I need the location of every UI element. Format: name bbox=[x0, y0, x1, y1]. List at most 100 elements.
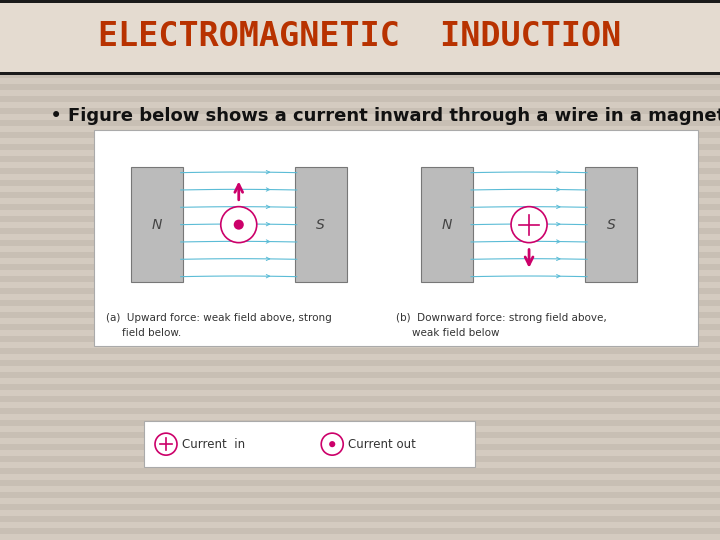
Bar bbox=[0, 330, 720, 336]
Bar bbox=[0, 90, 720, 96]
Text: (a)  Upward force: weak field above, strong: (a) Upward force: weak field above, stro… bbox=[106, 313, 331, 322]
Bar bbox=[0, 228, 720, 234]
Bar bbox=[0, 210, 720, 216]
Text: field below.: field below. bbox=[122, 328, 181, 338]
Text: N: N bbox=[442, 218, 452, 232]
Bar bbox=[0, 48, 720, 54]
Bar bbox=[0, 432, 720, 438]
Bar bbox=[0, 108, 720, 114]
Bar bbox=[0, 18, 720, 24]
Bar bbox=[0, 162, 720, 168]
Bar bbox=[0, 24, 720, 30]
Bar bbox=[0, 72, 720, 75]
Bar bbox=[131, 167, 183, 282]
Bar bbox=[0, 0, 720, 72]
Bar bbox=[0, 300, 720, 306]
Circle shape bbox=[234, 220, 244, 229]
Bar bbox=[0, 126, 720, 132]
Bar bbox=[0, 168, 720, 174]
Bar bbox=[0, 372, 720, 378]
Bar bbox=[585, 167, 637, 282]
Bar bbox=[0, 318, 720, 324]
Bar bbox=[0, 114, 720, 120]
Text: N: N bbox=[152, 218, 162, 232]
Bar bbox=[0, 150, 720, 156]
Bar bbox=[144, 421, 475, 467]
Text: ELECTROMAGNETIC  INDUCTION: ELECTROMAGNETIC INDUCTION bbox=[99, 19, 621, 52]
Bar bbox=[0, 240, 720, 246]
Bar bbox=[0, 378, 720, 384]
Bar bbox=[0, 420, 720, 426]
Bar bbox=[0, 120, 720, 126]
Bar bbox=[0, 348, 720, 354]
Bar bbox=[94, 130, 698, 346]
Bar bbox=[0, 402, 720, 408]
Bar bbox=[0, 0, 720, 3]
Bar bbox=[0, 324, 720, 330]
Circle shape bbox=[221, 207, 257, 242]
Bar bbox=[0, 60, 720, 66]
Bar bbox=[0, 492, 720, 498]
Bar bbox=[0, 258, 720, 264]
Circle shape bbox=[155, 433, 177, 455]
Bar bbox=[0, 96, 720, 102]
Bar bbox=[0, 0, 720, 6]
Text: weak field below: weak field below bbox=[412, 328, 500, 338]
Bar bbox=[0, 12, 720, 18]
Bar bbox=[0, 444, 720, 450]
Bar bbox=[0, 252, 720, 258]
Text: S: S bbox=[607, 218, 616, 232]
Bar bbox=[0, 480, 720, 486]
Bar bbox=[0, 498, 720, 504]
Bar bbox=[0, 438, 720, 444]
Bar bbox=[0, 342, 720, 348]
Bar bbox=[0, 42, 720, 48]
Text: Current out: Current out bbox=[348, 437, 416, 451]
Bar bbox=[0, 504, 720, 510]
Bar bbox=[0, 204, 720, 210]
Text: S: S bbox=[316, 218, 325, 232]
Bar bbox=[0, 264, 720, 270]
Bar bbox=[0, 36, 720, 42]
Bar bbox=[0, 192, 720, 198]
Bar bbox=[0, 198, 720, 204]
Bar bbox=[0, 216, 720, 222]
Bar bbox=[421, 167, 473, 282]
Bar bbox=[0, 516, 720, 522]
Bar bbox=[0, 510, 720, 516]
Bar bbox=[0, 474, 720, 480]
Bar bbox=[0, 312, 720, 318]
Bar bbox=[0, 306, 720, 312]
Text: Figure below shows a current inward through a wire in a magnetic field:: Figure below shows a current inward thro… bbox=[68, 107, 720, 125]
Bar bbox=[0, 270, 720, 276]
Bar bbox=[0, 384, 720, 390]
Bar bbox=[0, 138, 720, 144]
Bar bbox=[0, 414, 720, 420]
Bar bbox=[0, 462, 720, 468]
Circle shape bbox=[511, 207, 547, 242]
Bar bbox=[0, 6, 720, 12]
Bar bbox=[0, 78, 720, 84]
Bar bbox=[0, 534, 720, 540]
Bar bbox=[0, 186, 720, 192]
Bar bbox=[0, 468, 720, 474]
Bar bbox=[0, 276, 720, 282]
Bar bbox=[0, 390, 720, 396]
Bar bbox=[0, 294, 720, 300]
Bar bbox=[0, 528, 720, 534]
Bar bbox=[0, 288, 720, 294]
Bar bbox=[0, 450, 720, 456]
Bar bbox=[0, 396, 720, 402]
Bar bbox=[294, 167, 347, 282]
Bar bbox=[0, 156, 720, 162]
Bar bbox=[0, 72, 720, 78]
Text: •: • bbox=[50, 106, 62, 126]
Bar bbox=[0, 426, 720, 432]
Bar bbox=[0, 180, 720, 186]
Bar bbox=[0, 354, 720, 360]
Bar bbox=[0, 144, 720, 150]
Bar bbox=[0, 174, 720, 180]
Bar bbox=[0, 222, 720, 228]
Bar bbox=[0, 360, 720, 366]
Bar bbox=[0, 84, 720, 90]
